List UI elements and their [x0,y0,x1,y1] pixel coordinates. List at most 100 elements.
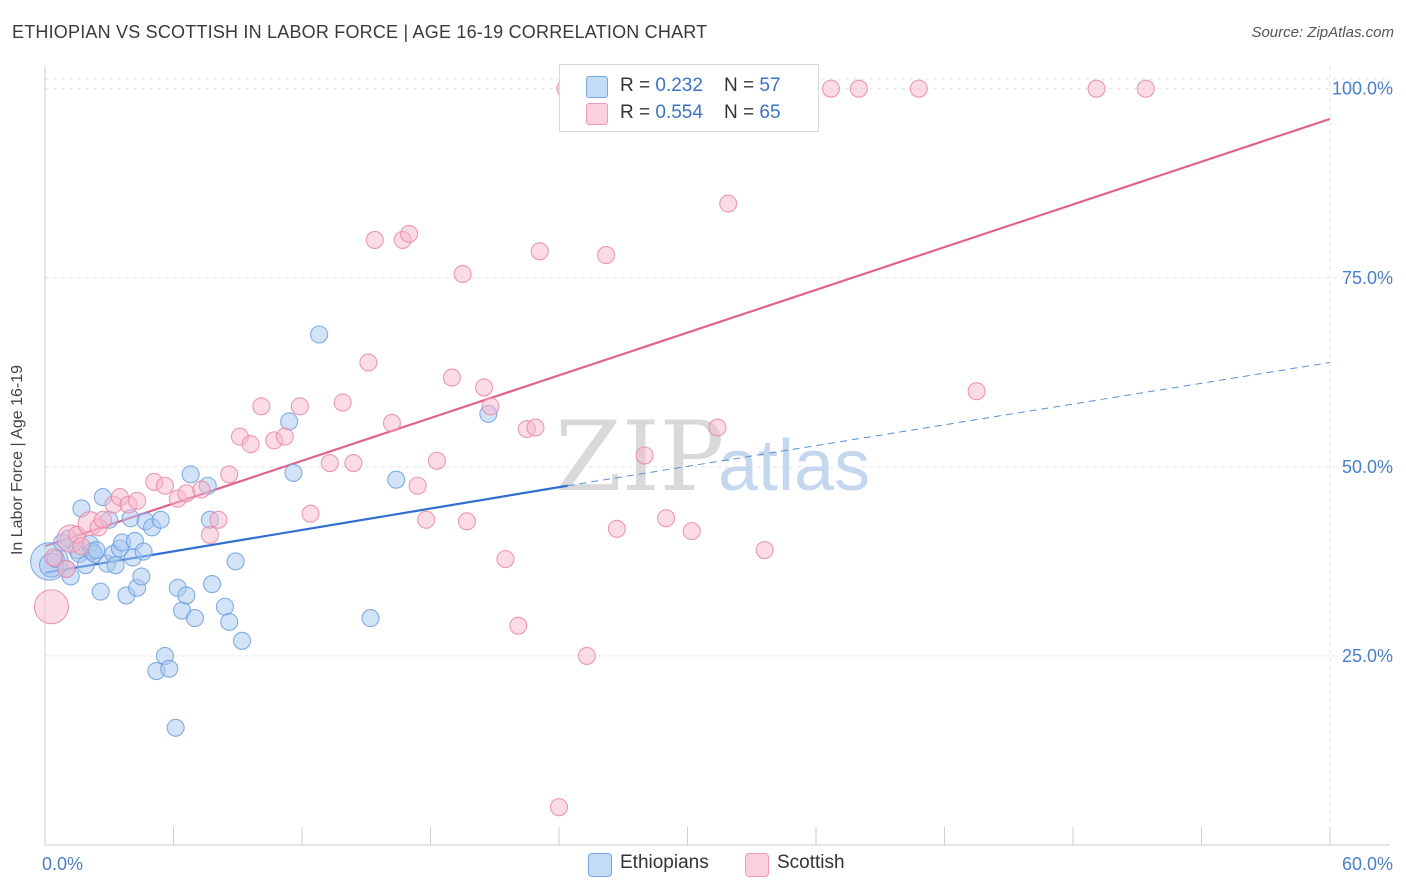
source-credit: Source: ZipAtlas.com [1251,24,1394,41]
x-tick-label-min: 0.0% [42,854,83,874]
point-scottish [333,393,352,412]
tick-labels: 25.0% 50.0% 75.0% 100.0% 0.0% 60.0% [42,79,1393,874]
y-axis-label: In Labor Force | Age 16-19 [9,364,26,556]
n-label: N = [724,75,760,96]
point-ethiopians [387,470,406,489]
legend-swatch-scottish [745,853,769,877]
point-scottish [457,512,476,531]
point-scottish [597,246,616,265]
n-value: 57 [759,75,781,96]
point-scottish [200,525,219,544]
trend-line-scottish [44,117,1331,548]
legend-label-scottish: Scottish [777,852,845,873]
point-ethiopians [160,659,179,678]
point-scottish [1087,79,1106,98]
watermark-atlas: atlas [718,426,870,506]
y-axis-label-wrap: In Labor Force | Age 16-19 [9,365,38,555]
point-ethiopians [226,552,245,571]
point-scottish [530,242,549,261]
point-scottish [481,397,500,416]
legend-swatch-ethiopians [586,76,608,98]
point-scottish [821,79,841,98]
point-scottish [128,491,147,510]
axes [44,66,1390,846]
point-scottish [849,79,868,98]
point-scottish [192,480,211,499]
point-scottish [682,522,701,541]
point-scottish [93,510,112,529]
r-value: 0.554 [655,102,703,123]
point-scottish [417,510,436,529]
stats-legend: R = 0.232 N = 57 R = 0.554 N = 65 [559,64,819,132]
legend-swatch-ethiopians [588,853,612,877]
point-ethiopians [185,609,204,628]
point-ethiopians [232,631,252,650]
point-ethiopians [215,597,234,616]
watermark: ZIP atlas [555,401,870,513]
point-scottish [220,465,239,484]
x-tick-label-max: 60.0% [1342,854,1393,874]
point-scottish [344,454,363,473]
trend-line-extension-ethiopians [567,361,1331,487]
point-ethiopians [280,412,299,431]
n-value: 65 [759,102,781,123]
point-scottish [408,476,427,495]
legend-swatch-scottish [586,103,608,125]
n-label: N = [724,102,760,123]
point-scottish [252,397,271,416]
point-scottish [155,476,174,495]
point-scottish [209,510,228,529]
point-ethiopians [203,575,222,594]
point-scottish [755,540,774,560]
point-scottish [33,589,69,625]
point-scottish [365,230,384,250]
grid-lines [45,66,1390,845]
point-scottish [177,484,196,503]
point-ethiopians [134,542,153,561]
point-scottish [442,368,461,387]
legend-label-ethiopians: Ethiopians [620,852,709,873]
y-tick-label: 100.0% [1332,79,1393,99]
point-ethiopians [151,510,170,529]
chart-title: ETHIOPIAN VS SCOTTISH IN LABOR FORCE | A… [12,22,708,42]
point-scottish [301,504,320,523]
point-scottish [967,382,986,401]
point-ethiopians [166,718,185,737]
point-scottish [635,446,654,465]
point-scottish [453,264,472,284]
point-scottish [1136,79,1155,98]
point-ethiopians [132,567,151,586]
point-ethiopians [361,609,380,628]
point-scottish [290,397,309,416]
point-scottish [474,378,494,397]
point-scottish [72,537,91,556]
point-scottish [44,548,63,567]
stats-legend-text: R = 0.232 N = 57 [620,75,781,97]
point-scottish [359,353,378,372]
r-label: R = [620,102,656,123]
data-points [30,79,1155,817]
point-ethiopians [310,325,329,344]
point-scottish [526,418,545,437]
point-scottish [549,798,569,817]
stats-legend-text: R = 0.554 N = 65 [620,102,781,124]
point-scottish [577,646,596,665]
point-ethiopians [284,463,303,482]
series-legend: Ethiopians Scottish [0,852,1406,878]
point-scottish [400,224,419,243]
y-tick-label: 50.0% [1342,457,1393,477]
point-ethiopians [177,586,196,605]
point-scottish [275,427,294,446]
y-tick-label: 75.0% [1342,268,1393,288]
point-scottish [607,519,626,538]
point-scottish [496,550,515,569]
point-scottish [382,413,402,433]
point-scottish [427,451,446,470]
point-scottish [719,194,738,213]
point-ethiopians [106,556,125,575]
r-value: 0.232 [655,75,703,96]
point-scottish [657,509,676,528]
point-scottish [909,79,928,98]
point-ethiopians [220,612,239,631]
